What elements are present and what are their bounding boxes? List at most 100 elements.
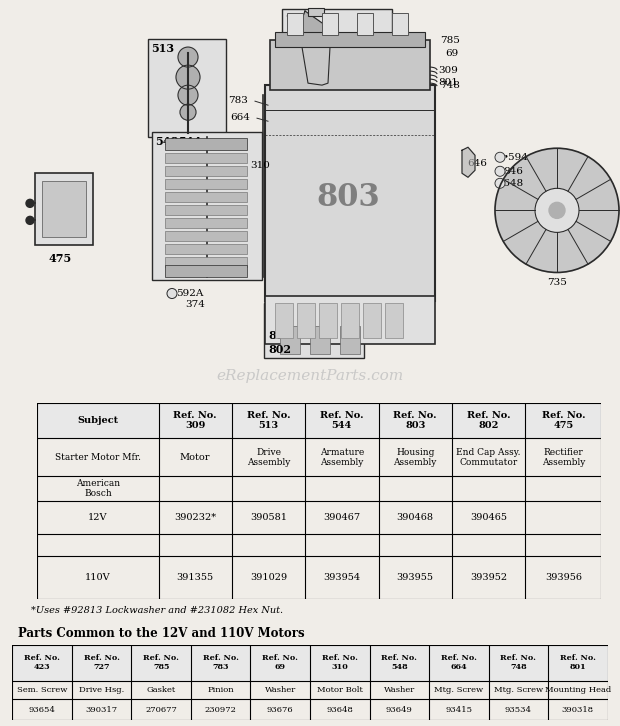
Bar: [165, 153, 247, 163]
Text: 93649: 93649: [386, 706, 413, 714]
Circle shape: [535, 188, 579, 232]
Text: Ref. No.
423: Ref. No. 423: [24, 654, 60, 672]
Circle shape: [167, 288, 177, 298]
Text: 390581: 390581: [250, 513, 287, 522]
Text: Starter Motor Mfr.: Starter Motor Mfr.: [55, 453, 141, 462]
Text: 803: 803: [316, 182, 380, 213]
Text: 374: 374: [185, 300, 205, 309]
Text: Ref. No.
748: Ref. No. 748: [500, 654, 536, 672]
Text: Armature
Assembly: Armature Assembly: [320, 448, 364, 467]
Circle shape: [495, 179, 505, 188]
Text: 664: 664: [230, 113, 250, 122]
Text: 309: 309: [438, 65, 458, 75]
Text: ─648: ─648: [497, 179, 523, 188]
Bar: [308, 8, 324, 16]
Text: 390465: 390465: [470, 513, 507, 522]
Bar: [12, 645, 608, 681]
Text: Motor: Motor: [180, 453, 210, 462]
Bar: [282, 9, 392, 97]
Text: 783: 783: [228, 96, 248, 105]
Text: Gasket: Gasket: [146, 686, 176, 694]
Text: 393952: 393952: [470, 573, 507, 582]
Text: Sem. Screw: Sem. Screw: [17, 686, 68, 694]
Text: Washer: Washer: [384, 686, 415, 694]
Bar: [165, 258, 247, 267]
Text: 93415: 93415: [445, 706, 472, 714]
Circle shape: [26, 216, 34, 224]
Bar: [148, 39, 226, 137]
Polygon shape: [300, 11, 330, 85]
Text: Ref. No.
803: Ref. No. 803: [394, 411, 437, 431]
Bar: [275, 32, 425, 47]
Text: •594: •594: [503, 152, 529, 162]
Text: 802: 802: [268, 330, 291, 340]
Circle shape: [26, 200, 34, 208]
Text: 802: 802: [268, 343, 291, 354]
Text: 393954: 393954: [323, 573, 360, 582]
Text: Ref. No.
544: Ref. No. 544: [320, 411, 363, 431]
Text: Ref. No.
309: Ref. No. 309: [174, 411, 217, 431]
Bar: [392, 13, 408, 35]
Text: 93654: 93654: [29, 706, 56, 714]
Bar: [165, 266, 247, 277]
Bar: [165, 179, 247, 189]
Bar: [270, 40, 430, 90]
Text: 592A: 592A: [176, 289, 203, 298]
Text: Motor Bolt: Motor Bolt: [317, 686, 363, 694]
Text: 735: 735: [547, 278, 567, 287]
Bar: [280, 325, 300, 354]
Circle shape: [549, 203, 565, 219]
Text: Mtg. Screw: Mtg. Screw: [494, 686, 543, 694]
Text: Ref. No.
801: Ref. No. 801: [560, 654, 596, 672]
Text: 391029: 391029: [250, 573, 287, 582]
Bar: [287, 13, 303, 35]
Circle shape: [178, 85, 198, 105]
Text: Ref. No.
727: Ref. No. 727: [84, 654, 120, 672]
Text: 544: 544: [178, 136, 202, 147]
Text: Ref. No.
310: Ref. No. 310: [322, 654, 358, 672]
Bar: [152, 132, 262, 280]
Text: 390317: 390317: [86, 706, 118, 714]
Bar: [275, 303, 293, 338]
Text: 423: 423: [349, 41, 369, 49]
Text: 785: 785: [440, 36, 460, 44]
Text: 646: 646: [467, 159, 487, 168]
Text: 748: 748: [440, 81, 460, 89]
Text: 69: 69: [445, 49, 458, 57]
Bar: [165, 205, 247, 216]
Bar: [165, 138, 247, 150]
Bar: [341, 303, 359, 338]
Text: Pinion: Pinion: [208, 686, 234, 694]
Circle shape: [176, 65, 200, 89]
Text: 801: 801: [438, 78, 458, 86]
Text: 513: 513: [151, 43, 174, 54]
Text: 93534: 93534: [505, 706, 532, 714]
Text: Ref. No.
548: Ref. No. 548: [381, 654, 417, 672]
Text: 393955: 393955: [397, 573, 434, 582]
Text: 475: 475: [48, 253, 72, 264]
Text: Washer: Washer: [265, 686, 296, 694]
Text: Subject: Subject: [78, 416, 118, 425]
Text: 390468: 390468: [397, 513, 434, 522]
Circle shape: [180, 104, 196, 121]
Circle shape: [495, 152, 505, 163]
Text: Housing
Assembly: Housing Assembly: [394, 448, 437, 467]
Bar: [319, 303, 337, 338]
Text: 110V: 110V: [85, 573, 110, 582]
Text: 93648: 93648: [326, 706, 353, 714]
Bar: [165, 166, 247, 176]
Text: Ref. No.
802: Ref. No. 802: [467, 411, 510, 431]
Text: End Cap Assy.
Commutator: End Cap Assy. Commutator: [456, 448, 521, 467]
Text: eReplacementParts.com: eReplacementParts.com: [216, 369, 404, 383]
Text: Drive
Assembly: Drive Assembly: [247, 448, 290, 467]
Bar: [165, 192, 247, 203]
Bar: [264, 303, 364, 358]
Bar: [310, 325, 330, 354]
Bar: [357, 13, 373, 35]
Text: 390232*: 390232*: [174, 513, 216, 522]
Bar: [165, 232, 247, 242]
Circle shape: [495, 148, 619, 272]
Bar: [165, 219, 247, 229]
Bar: [322, 13, 338, 35]
Bar: [165, 245, 247, 254]
